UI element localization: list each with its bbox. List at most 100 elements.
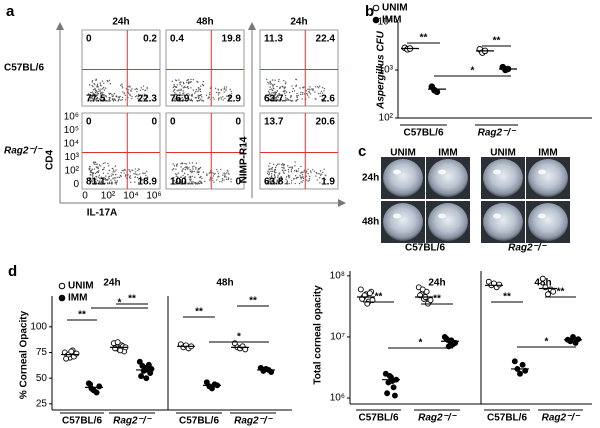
column-header: 24h [290,17,307,28]
flow-dot [188,94,191,96]
flow-dot [137,93,140,96]
significance-label: ** [503,292,511,303]
flow-dot [271,89,274,92]
significance-label: ** [493,36,501,47]
flow-dot [318,85,321,87]
flow-dot [102,162,104,165]
flow-dot [296,96,299,98]
flow-dot [206,173,208,175]
flow-dot [175,168,177,170]
flow-dot [228,173,230,175]
flow-dot [300,165,302,168]
flow-dot [269,168,271,170]
flow-dot [192,78,195,81]
flow-dot [109,97,111,99]
flow-dot [134,88,136,91]
flow-dot [99,100,102,102]
flow-dot [276,90,279,92]
flow-dot [122,169,125,171]
flow-dot [269,80,271,83]
y-tick-label: 10⁶ [330,393,345,404]
flow-dot [267,100,270,102]
significance-label: ** [128,294,136,305]
legend-label: UNIM [68,281,94,292]
legend-marker [372,16,380,24]
flow-dot [112,167,114,170]
quadrant-value: 0 [235,177,241,188]
flow-dot [173,165,176,167]
flow-dot [145,99,148,101]
flow-dot [108,98,111,100]
flow-dot [191,100,194,102]
flow-dot [94,88,96,91]
flow-dot [174,100,176,102]
flow-dot [276,179,279,181]
flow-dot [137,169,139,172]
flow-dot [101,80,104,82]
flow-dot [269,88,271,91]
flow-dot [180,88,182,90]
flow-dot [278,163,280,165]
flow-dot [189,178,191,180]
flow-dot [280,97,283,99]
data-point [550,288,557,295]
flow-dot [187,183,190,185]
flow-dot [199,99,201,102]
flow-dot [268,83,270,85]
flow-dot [92,89,95,91]
flow-dot [271,95,273,97]
flow-dot [189,175,192,178]
flow-dot [175,175,178,177]
flow-dot [208,96,211,99]
group-label: Rag2⁻/⁻ [542,413,582,424]
quadrant-value: 22.3 [138,94,158,105]
flow-dot [93,93,95,95]
flow-dot [91,81,93,83]
flow-dot [96,92,99,94]
flow-dot [202,80,205,83]
data-point [539,275,546,282]
flow-dot [99,90,101,92]
flow-dot [178,177,180,180]
flow-dot [286,97,288,100]
flow-dot [171,169,174,171]
flow-dot [190,179,192,181]
flow-dot [91,84,93,87]
flow-dot [277,175,279,177]
flow-plot [165,112,245,190]
flow-dot [285,178,287,180]
data-point [96,383,103,390]
flow-dot [269,183,272,185]
flow-dot [195,168,197,170]
flow-plot [81,29,161,107]
data-point [148,365,155,372]
flow-dot [107,162,109,165]
flow-dot [128,176,131,179]
significance-label: * [545,337,549,348]
y-tick-label: 0 [73,179,79,190]
flow-dot [104,177,107,180]
flow-dot [271,84,274,86]
y-tick-label: 10⁷ [330,332,345,343]
flow-dot [182,99,185,102]
quadrant-value: 0.4 [170,34,184,45]
flow-dot [91,179,93,182]
flow-dot [100,180,103,182]
flow-dot [107,80,109,83]
flow-dot [145,95,148,97]
flow-dot [96,94,99,96]
flow-dot [195,183,198,185]
flow-dot [212,172,214,174]
flow-dot [103,96,105,98]
flow-dot [135,171,137,173]
flow-dot [124,99,127,101]
flow-dot [177,172,180,174]
flow-dot [317,87,320,89]
flow-dot [281,163,284,165]
flow-dot [217,94,220,96]
flow-dot [302,177,305,180]
flow-dot [100,165,102,167]
flow-dot [271,181,273,183]
flow-dot [273,163,275,166]
panel-title: 48h [534,278,551,289]
